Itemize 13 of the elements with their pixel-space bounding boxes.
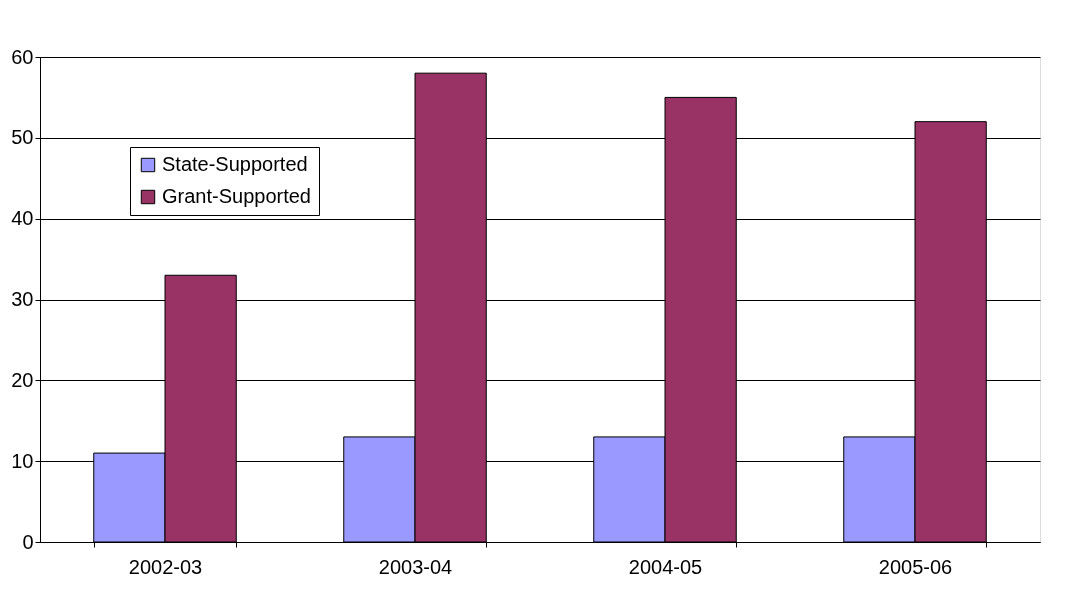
y-tick-label: 0 [22,530,34,553]
x-tick-label: 2003-04 [378,555,453,578]
y-tick-label: 60 [11,45,34,68]
legend-label: Grant-Supported [162,185,311,207]
y-tick-label: 50 [11,126,34,149]
y-tick-label: 20 [11,368,34,391]
x-tick-label: 2004-05 [628,555,703,578]
x-tick-label: 2002-03 [128,555,203,578]
y-tick-label: 10 [11,449,34,472]
y-tick-label: 40 [11,207,34,230]
y-tick-label: 30 [11,288,34,310]
x-tick-label: 2005-06 [878,555,953,578]
legend-label: State-Supported [162,153,308,175]
